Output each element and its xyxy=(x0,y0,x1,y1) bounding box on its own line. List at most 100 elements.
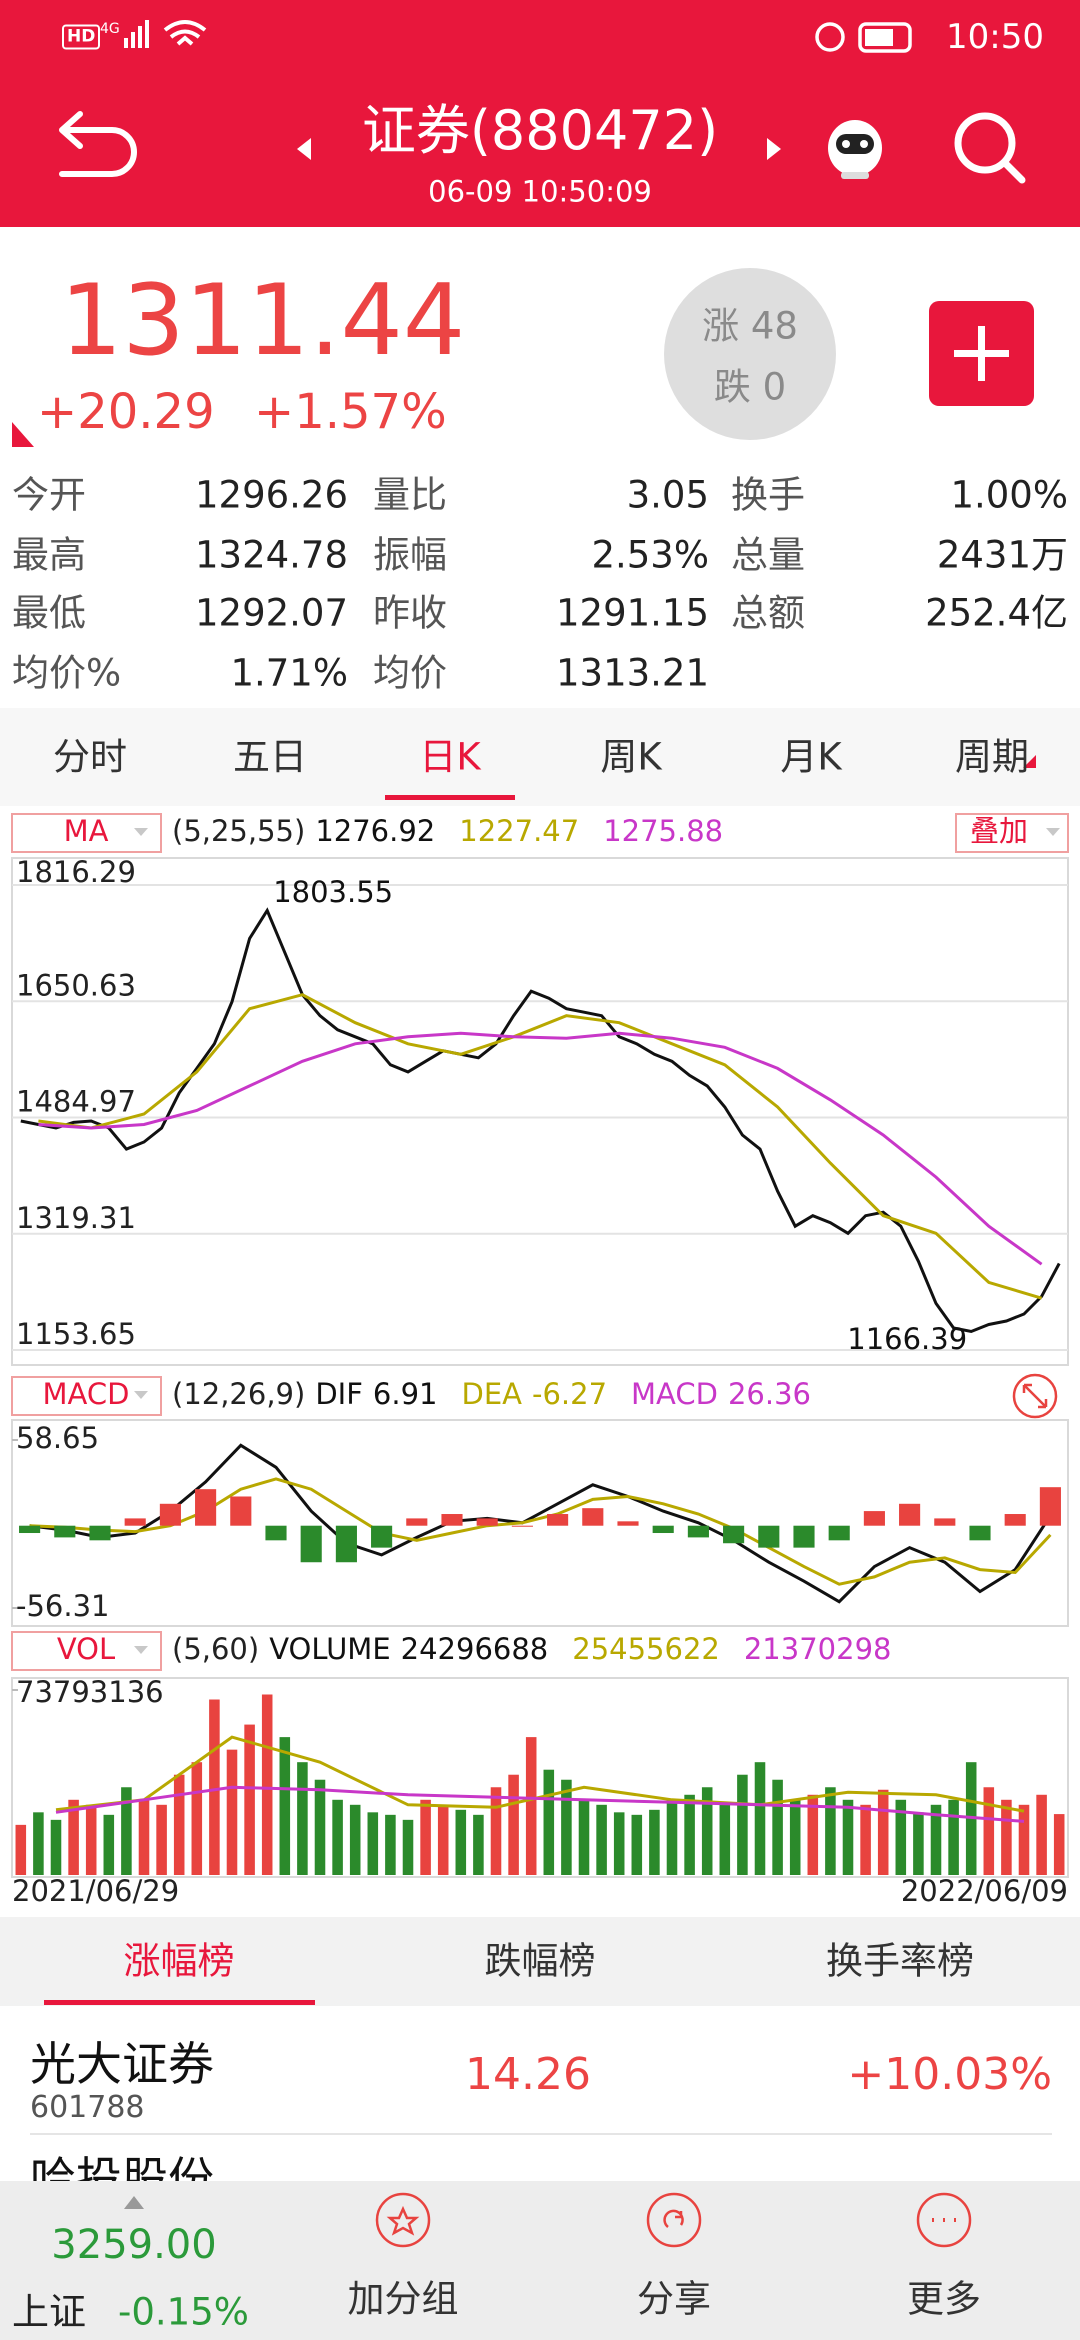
bar xyxy=(335,1525,357,1563)
series-line xyxy=(38,993,1043,1300)
stat-label: 总量 xyxy=(731,533,805,577)
legend-value: 1275.88 xyxy=(603,814,723,848)
indicator-params: (12,26,9) xyxy=(172,1377,305,1411)
bar xyxy=(279,1737,291,1875)
tab[interactable]: 跌幅榜 xyxy=(484,1939,596,1983)
index-name: 上证 xyxy=(12,2290,86,2334)
bar xyxy=(934,1518,956,1526)
bar xyxy=(789,1799,801,1875)
bar xyxy=(455,1809,467,1875)
next-button[interactable] xyxy=(767,138,781,160)
index-change: -0.15% xyxy=(118,2290,249,2334)
bar xyxy=(666,1799,678,1875)
stat-label: 总额 xyxy=(731,591,805,635)
indicator-name[interactable]: VOL xyxy=(57,1632,115,1666)
stock-name[interactable]: 光大证券 xyxy=(30,2037,214,2091)
back-button[interactable] xyxy=(59,111,137,177)
bar xyxy=(807,1794,819,1875)
signal-icon xyxy=(124,20,149,48)
legend-value: -6.27 xyxy=(532,1377,607,1411)
stat-value: 1.71% xyxy=(230,651,348,695)
indicator-selector[interactable] xyxy=(11,1631,162,1671)
stat-value: 1313.21 xyxy=(555,651,709,695)
bar xyxy=(578,1799,590,1875)
tab[interactable]: 周期 xyxy=(955,735,1029,779)
bar xyxy=(983,1787,995,1875)
bar xyxy=(402,1819,414,1875)
extreme-label: 1166.39 xyxy=(847,1322,967,1356)
series-line xyxy=(29,1477,1052,1586)
legend-value: 6.91 xyxy=(373,1377,438,1411)
bar xyxy=(195,1489,217,1526)
bar xyxy=(89,1525,111,1541)
add-watchlist-button[interactable] xyxy=(929,301,1034,406)
overlay-button[interactable] xyxy=(955,813,1069,853)
header-icons xyxy=(59,20,1026,184)
tab[interactable]: 涨幅榜 xyxy=(123,1939,235,1983)
y-tick-label: 1153.65 xyxy=(16,1317,136,1351)
bar xyxy=(596,1804,607,1875)
bar xyxy=(173,1774,185,1875)
stat-value: 1324.78 xyxy=(194,533,348,577)
page-title: 证券(880472) xyxy=(361,99,719,162)
legend-name: DEA xyxy=(461,1377,522,1411)
tab-underline xyxy=(385,795,515,800)
bar xyxy=(969,1525,991,1541)
bar xyxy=(406,1518,428,1526)
y-tick-label: 1484.97 xyxy=(16,1085,136,1119)
y-tick-label: -56.31 xyxy=(16,1589,110,1623)
stat-label: 均价 xyxy=(373,651,447,695)
bar xyxy=(719,1804,731,1875)
tab[interactable]: 五日 xyxy=(233,735,307,779)
bar xyxy=(437,1804,449,1875)
indicator-name[interactable]: MA xyxy=(64,814,109,848)
bar xyxy=(613,1812,625,1875)
tab[interactable]: 月K xyxy=(780,735,842,779)
bar xyxy=(895,1799,907,1875)
legend-name: MACD xyxy=(631,1377,718,1411)
overlay-label[interactable]: 叠加 xyxy=(970,814,1028,848)
indicator-selector[interactable] xyxy=(11,1376,162,1416)
indicator-selector[interactable] xyxy=(11,813,162,853)
bar xyxy=(649,1809,660,1875)
bar xyxy=(156,1804,167,1875)
stat-value: 2.53% xyxy=(591,533,709,577)
action-button[interactable]: 分享 xyxy=(637,2277,711,2321)
tab[interactable]: 周K xyxy=(600,735,662,779)
overlay-dropdown xyxy=(1046,828,1060,836)
robot-button[interactable] xyxy=(828,120,882,179)
expand-button[interactable] xyxy=(1012,1373,1058,1419)
stat-label: 均价% xyxy=(12,651,122,695)
bar xyxy=(511,1525,533,1527)
y-tick-label: 58.65 xyxy=(16,1421,99,1455)
bar xyxy=(899,1503,921,1526)
bar xyxy=(860,1804,871,1875)
bar xyxy=(54,1525,76,1538)
indicator-name[interactable]: MACD xyxy=(43,1377,130,1411)
bar xyxy=(687,1525,709,1538)
bar xyxy=(737,1774,748,1875)
bar xyxy=(1001,1799,1012,1875)
share-icon xyxy=(646,2192,702,2248)
bar xyxy=(191,1762,203,1875)
bar xyxy=(930,1804,942,1875)
bar xyxy=(631,1814,643,1875)
tab[interactable]: 换手率榜 xyxy=(826,1939,974,1983)
prev-button[interactable] xyxy=(297,138,311,160)
tab[interactable]: 日K xyxy=(419,735,481,779)
wifi-icon xyxy=(163,20,207,46)
extreme-label: 1803.55 xyxy=(273,875,393,909)
action-button[interactable]: 加分组 xyxy=(347,2277,459,2321)
bar xyxy=(543,1769,555,1875)
action-button[interactable]: 更多 xyxy=(907,2277,981,2321)
legend-value: 1227.47 xyxy=(459,814,579,848)
group-icon xyxy=(375,2192,431,2248)
chart-frame xyxy=(11,857,1069,1366)
bar xyxy=(913,1812,924,1875)
bar xyxy=(877,1789,889,1875)
bar xyxy=(50,1819,62,1875)
bar xyxy=(138,1799,150,1875)
tab[interactable]: 分时 xyxy=(53,735,127,779)
bar xyxy=(124,1518,146,1526)
search-button[interactable] xyxy=(954,112,1026,184)
